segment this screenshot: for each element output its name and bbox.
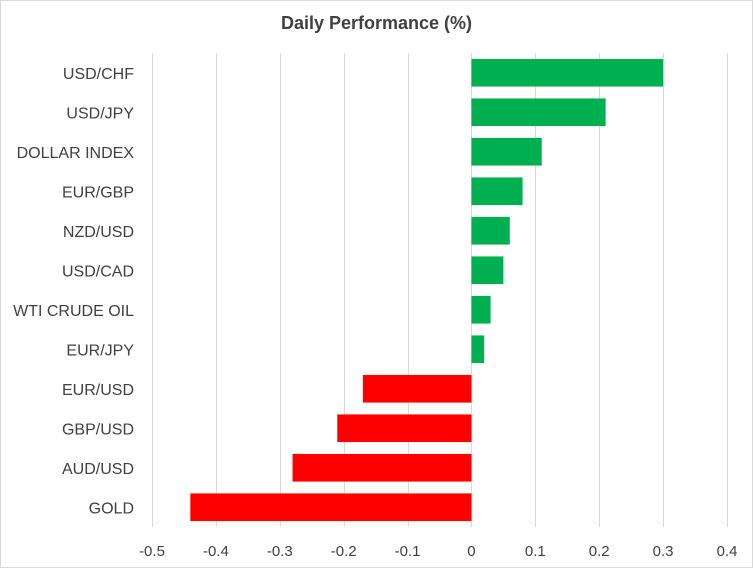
x-tick-label: -0.3 [267,543,293,560]
category-label: GBP/USD [62,421,134,438]
bar-aud-usd [292,453,472,482]
bar-gbp-usd [337,414,472,443]
bar-eur-usd [362,374,472,403]
category-label: WTI CRUDE OIL [13,303,134,320]
x-tick-label: 0.1 [525,543,546,560]
category-label: NZD/USD [63,224,134,241]
chart-title: Daily Performance (%) [280,13,473,33]
x-tick-label: 0 [467,543,475,560]
bar-gold [190,493,472,522]
category-label: GOLD [89,500,134,517]
bar-nzd-usd [471,216,510,245]
category-label: AUD/USD [62,461,134,478]
bar-eur-jpy [471,335,485,364]
bar-dollar-index [471,137,542,166]
bar-usd-chf [471,58,664,87]
category-label: USD/CHF [63,66,134,83]
bar-usd-cad [471,256,504,285]
bar-eur-gbp [471,177,523,206]
x-tick-label: 0.2 [589,543,610,560]
category-label: EUR/USD [62,382,134,399]
x-tick-label: -0.4 [203,543,229,560]
x-tick-label: -0.1 [395,543,421,560]
x-tick-label: 0.3 [653,543,674,560]
x-tick-label: 0.4 [717,543,738,560]
bar-wti-crude-oil [471,295,491,324]
category-label: USD/JPY [66,105,134,122]
x-tick-label: -0.2 [331,543,357,560]
category-label: EUR/JPY [66,342,134,359]
x-tick-label: -0.5 [139,543,165,560]
category-label: DOLLAR INDEX [17,145,135,162]
category-label: EUR/GBP [62,184,134,201]
bar-usd-jpy [471,98,606,127]
category-label: USD/CAD [62,263,134,280]
